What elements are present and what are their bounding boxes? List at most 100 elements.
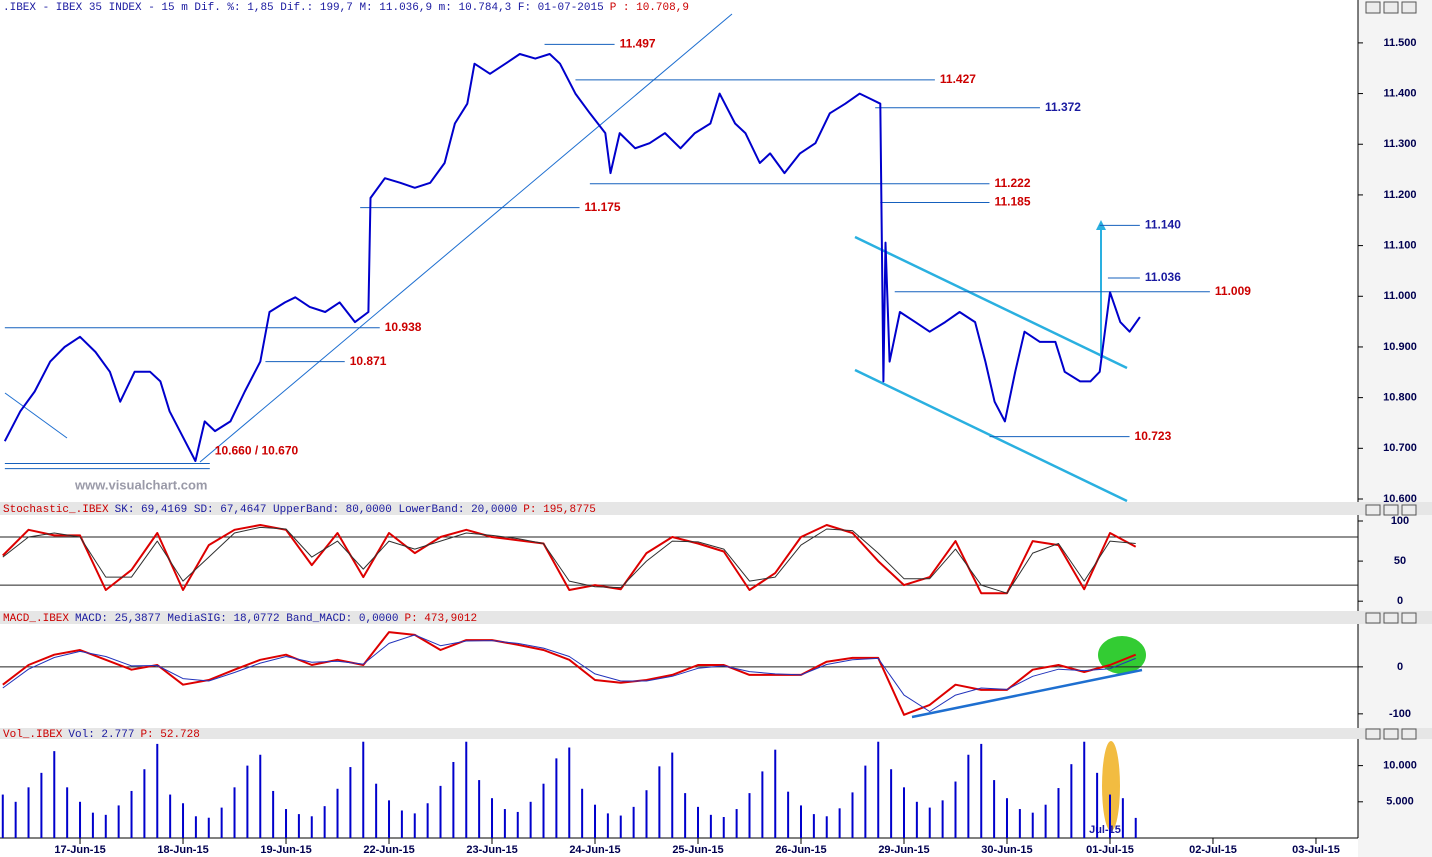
volume-bar [259,754,262,838]
button-up[interactable] [1365,1,1381,14]
volume-bar [400,810,403,838]
volume-bar [104,814,107,838]
y-tick-label: 11.100 [1383,240,1416,252]
y-tick-label: 11.000 [1383,290,1416,302]
volume-bar [993,780,996,838]
panel-header: MACD_.IBEX MACD: 25,3877 MediaSIG: 18,077… [3,613,477,625]
trend-line [199,13,733,463]
volume-bar [555,758,558,838]
volume-bar [426,803,429,838]
volume-bar [143,769,146,838]
y-tick-label: 10.600 [1383,493,1417,505]
volume-bar [413,813,416,838]
x-tick-label: 25-Jun-15 [672,844,723,856]
button-up[interactable] [1365,728,1381,740]
button-down[interactable] [1383,1,1399,14]
volume-bar [478,780,481,838]
y-tick-label: 10.800 [1383,392,1417,404]
header-price: P: 195,8775 [523,504,596,516]
panel-separator [0,611,1432,624]
level-label: 11.372 [1045,100,1081,114]
panel-header: Vol_.IBEX Vol: 2.777 P: 52.728 [3,729,200,741]
volume-bar [1121,798,1124,838]
volume-bar [581,788,584,838]
volume-bar [375,783,378,838]
channel-line [854,235,1128,370]
volume-bar [619,815,622,838]
volume-bar [1057,788,1060,838]
x-tick-label: 19-Jun-15 [260,844,311,856]
volume-bar [516,811,519,838]
header-price: P : 10.708,9 [610,2,689,14]
volume-bar [503,809,506,838]
header-text: MACD: 25,3877 MediaSIG: 18,0772 Band_MAC… [75,613,398,625]
level-label: 10.938 [385,320,422,334]
volume-bar [594,804,597,838]
button-close[interactable] [1401,504,1417,516]
y-tick-label: 10.900 [1383,341,1417,353]
volume-bar [1108,794,1111,838]
data-line [3,53,1141,462]
volume-bar [941,800,944,838]
button-down[interactable] [1383,728,1399,740]
volume-bar [761,771,764,838]
volume-bar [27,787,30,838]
header-text: SK: 69,4169 SD: 67,4647 UpperBand: 80,00… [115,504,518,516]
volume-bar [156,743,159,838]
volume-bar [812,814,815,838]
level-label: 11.175 [585,200,621,214]
volume-bar [1083,741,1086,838]
volume-bar [838,808,841,838]
button-close[interactable] [1401,1,1417,14]
x-tick-label: 30-Jun-15 [981,844,1032,856]
highlight [1098,636,1146,674]
x-tick-label: 01-Jul-15 [1086,844,1134,856]
y-tick-label: 10.000 [1383,760,1417,772]
level-label: 11.497 [620,37,656,51]
volume-bar [246,765,249,838]
button-close[interactable] [1401,728,1417,740]
button-close[interactable] [1401,612,1417,624]
volume-bar [452,761,455,838]
level-label: 11.009 [1215,284,1251,298]
header-text: Vol: 2.777 [68,729,134,741]
right-axis-area [1358,0,1432,857]
volume-bar [645,790,648,838]
volume-bar [877,741,880,838]
volume-bar [272,790,275,838]
volume-bar [980,743,983,838]
volume-bar [207,817,210,838]
volume-bar [1031,812,1034,838]
volume-bar [14,801,17,838]
button-up[interactable] [1365,504,1381,516]
volume-bar [529,801,532,838]
volume-bar [1044,804,1047,838]
indicator-name: Stochastic_.IBEX [3,504,109,516]
volume-bar [130,790,133,838]
data-line [2,524,1137,595]
volume-bar [40,772,43,838]
level-label: 11.140 [1145,217,1181,231]
y-tick-label: 100 [1391,515,1409,527]
volume-bar [709,814,712,838]
panel-buttons [1365,1,1417,740]
button-down[interactable] [1383,612,1399,624]
button-down[interactable] [1383,504,1399,516]
y-tick-label: 11.500 [1383,37,1416,49]
level-label: 11.222 [994,176,1030,190]
volume-bar [66,787,69,838]
volume-bar [233,787,236,838]
volume-bar [890,769,893,838]
header-text: .IBEX - IBEX 35 INDEX - 15 m Dif. %: 1,8… [3,2,604,14]
indicator-name: MACD_.IBEX [3,613,69,625]
button-up[interactable] [1365,612,1381,624]
volume-bar [799,805,802,838]
volume-bar [439,785,442,838]
y-tick-label: -100 [1389,708,1411,720]
volume-bar [491,798,494,838]
panel-separator [0,502,1432,515]
x-tick-label: 29-Jun-15 [878,844,929,856]
volume-bar [169,794,172,838]
volume-bar [722,817,725,838]
